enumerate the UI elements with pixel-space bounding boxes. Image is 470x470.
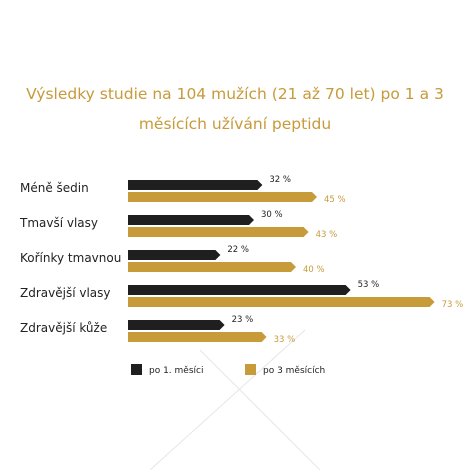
bar-after-3-months (128, 297, 435, 307)
value-label-after-1-month: 53 % (358, 280, 380, 290)
chart-title: Výsledky studie na 104 mužích (21 až 70 … (26, 85, 444, 133)
category-labels: Méně šedin Tmavší vlasy Kořínky tmavnou Zdr… (19, 181, 121, 335)
bar-after-1-month (128, 250, 221, 260)
bars (128, 180, 435, 342)
category-label: Tmavší vlasy (19, 216, 98, 230)
value-label-after-3-months: 45 % (324, 195, 346, 205)
value-label-after-3-months: 73 % (442, 300, 464, 310)
category-label: Kořínky tmavnou (20, 251, 121, 265)
deco-line-right (199, 349, 321, 470)
value-label-after-1-month: 32 % (269, 175, 291, 185)
value-label-after-3-months: 43 % (316, 230, 338, 240)
value-labels: 32 % 45 % 30 % 43 % 22 % 40 % 53 % 73 % 23 % 33 % (227, 175, 463, 345)
value-label-after-3-months: 40 % (303, 265, 325, 275)
background-decoration (149, 329, 321, 470)
value-label-after-1-month: 23 % (232, 315, 254, 325)
category-label: Zdravější kůže (20, 321, 107, 335)
value-label-after-1-month: 30 % (261, 210, 283, 220)
bar-after-3-months (128, 262, 296, 272)
bar-after-1-month (128, 285, 351, 295)
bar-after-3-months (128, 332, 267, 342)
value-label-after-1-month: 22 % (227, 245, 249, 255)
legend-swatch-after-1-month (131, 364, 142, 375)
legend-swatch-after-3-months (245, 364, 256, 375)
value-label-after-3-months: 33 % (274, 335, 296, 345)
category-label: Méně šedin (20, 181, 89, 195)
bar-after-1-month (128, 215, 254, 225)
chart-title-line-2: měsících užívání peptidu (139, 115, 331, 133)
chart-title-line-1: Výsledky studie na 104 mužích (21 až 70 … (26, 85, 444, 103)
legend-label-after-3-months: po 3 měsících (263, 366, 325, 376)
bar-after-3-months (128, 192, 317, 202)
deco-line-left (149, 329, 306, 470)
legend-label-after-1-month: po 1. měsíci (149, 366, 203, 376)
category-label: Zdravější vlasy (20, 286, 111, 300)
bar-after-3-months (128, 227, 309, 237)
legend: po 1. měsíci po 3 měsících (131, 364, 325, 376)
bar-after-1-month (128, 180, 263, 190)
bar-after-1-month (128, 320, 225, 330)
